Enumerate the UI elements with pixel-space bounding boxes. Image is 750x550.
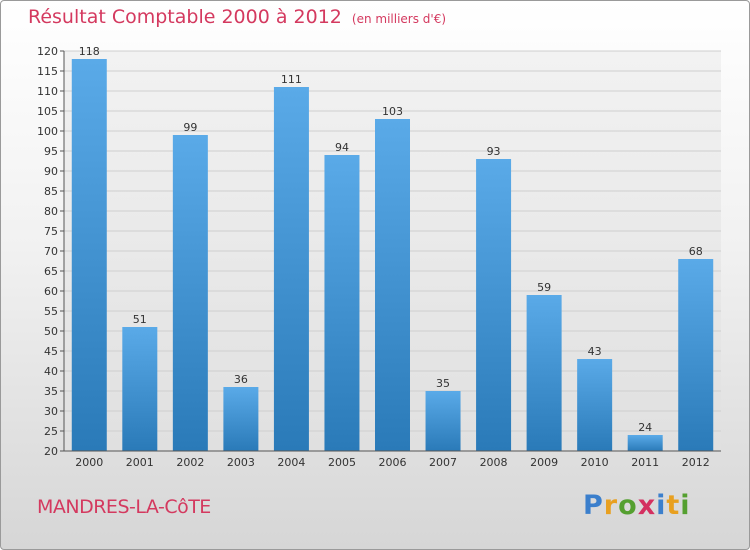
value-label-2010: 43 <box>588 345 602 358</box>
bar-2005 <box>324 155 360 451</box>
x-tick-label-2001: 2001 <box>126 456 154 469</box>
chart-title: Résultat Comptable 2000 à 2012 (en millie… <box>28 6 447 28</box>
value-label-2002: 99 <box>183 121 197 134</box>
y-tick-label: 20 <box>44 445 58 458</box>
value-label-2000: 118 <box>79 45 100 58</box>
x-tick-label-2008: 2008 <box>480 456 508 469</box>
y-tick-label: 35 <box>44 385 58 398</box>
bar-2012 <box>678 259 714 451</box>
y-tick-label: 25 <box>44 425 58 438</box>
y-tick-label: 75 <box>44 225 58 238</box>
bar-2002 <box>172 135 208 451</box>
logo-letter: t <box>666 490 681 521</box>
proxiti-logo: Proxiti <box>583 490 691 521</box>
bars <box>71 59 714 451</box>
bar-2006 <box>375 119 410 451</box>
x-tick-label-2009: 2009 <box>530 456 558 469</box>
y-tick-label: 95 <box>44 145 58 158</box>
logo-letter: i <box>680 490 691 521</box>
bar-2008 <box>476 159 512 451</box>
logo-letter: i <box>656 490 667 521</box>
y-tick-label: 105 <box>37 105 58 118</box>
x-tick-label-2003: 2003 <box>227 456 255 469</box>
bar-2004 <box>273 87 309 451</box>
value-label-2004: 111 <box>281 73 302 86</box>
value-label-2012: 68 <box>689 245 703 258</box>
y-tick-label: 100 <box>37 125 58 138</box>
unit-label: (en milliers d'€) <box>351 12 447 26</box>
y-tick-label: 30 <box>44 405 58 418</box>
value-label-2007: 35 <box>436 377 450 390</box>
value-label-2008: 93 <box>487 145 501 158</box>
value-label-2006: 103 <box>382 105 403 118</box>
y-tick-label: 120 <box>37 45 58 58</box>
y-axis: 20 25 30 35 40 45 50 55 60 65 70 75 80 85 90 95 100 105 11… <box>37 45 65 458</box>
bar-2010 <box>577 359 613 451</box>
logo-letter: r <box>603 490 619 521</box>
x-tick-label-2012: 2012 <box>682 456 710 469</box>
y-tick-label: 60 <box>44 285 58 298</box>
value-label-2003: 36 <box>234 373 248 386</box>
logo-letter: x <box>637 490 657 521</box>
bar-2000 <box>71 59 107 451</box>
bar-2011 <box>627 435 663 451</box>
x-tick-label-2007: 2007 <box>429 456 457 469</box>
x-tick-label-2000: 2000 <box>75 456 103 469</box>
y-tick-label: 45 <box>44 345 58 358</box>
bar-2009 <box>526 295 562 451</box>
y-tick-label: 70 <box>44 245 58 258</box>
bar-2001 <box>122 327 158 451</box>
bar-2003 <box>223 387 259 451</box>
x-axis: 2000 2001 2002 2003 2004 2005 2006 2007 2008 2009… <box>64 450 721 469</box>
y-tick-label: 115 <box>37 65 58 78</box>
y-tick-label: 55 <box>44 305 58 318</box>
y-tick-label: 85 <box>44 185 58 198</box>
bar-2007 <box>425 391 461 451</box>
value-label-2001: 51 <box>133 313 147 326</box>
x-tick-label-2010: 2010 <box>581 456 609 469</box>
logo-letter: o <box>618 490 638 521</box>
x-tick-label-2011: 2011 <box>631 456 659 469</box>
value-label-2005: 94 <box>335 141 349 154</box>
x-tick-label-2005: 2005 <box>328 456 356 469</box>
y-tick-label: 40 <box>44 365 58 378</box>
value-labels: 118 51 99 36 111 94 103 35 93 59 43 24 68 <box>79 45 703 434</box>
y-tick-label: 65 <box>44 265 58 278</box>
y-tick-label: 80 <box>44 205 58 218</box>
x-tick-label-2002: 2002 <box>176 456 204 469</box>
y-tick-label: 50 <box>44 325 58 338</box>
value-label-2009: 59 <box>537 281 551 294</box>
y-tick-label: 90 <box>44 165 58 178</box>
x-tick-label-2004: 2004 <box>277 456 305 469</box>
y-tick-label: 110 <box>37 85 58 98</box>
logo-letter: P <box>583 490 604 521</box>
city-name: MANDRES-LA-CôTE <box>37 496 211 518</box>
x-tick-label-2006: 2006 <box>379 456 407 469</box>
value-label-2011: 24 <box>638 421 652 434</box>
